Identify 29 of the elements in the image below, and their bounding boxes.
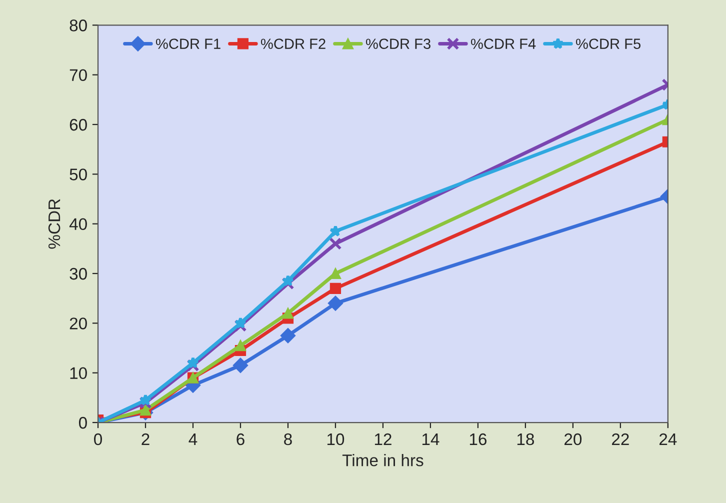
y-tick-label: 50 xyxy=(70,168,87,180)
y-tick-label: 0 xyxy=(78,416,87,429)
y-tick-label: 30 xyxy=(70,268,87,280)
x-tick-label: 10 xyxy=(327,433,344,446)
y-tick-label: 80 xyxy=(70,20,87,32)
x-tick-label: 6 xyxy=(236,433,244,446)
x-tick-label: 2 xyxy=(142,433,150,446)
y-tick-label: 10 xyxy=(70,367,87,380)
x-tick-label: 14 xyxy=(422,434,440,446)
x-tick-label: 20 xyxy=(564,433,582,446)
legend-label: %CDR F1 xyxy=(156,38,220,49)
x-tick-label: 24 xyxy=(659,433,677,446)
x-tick-label: 4 xyxy=(188,434,198,446)
x-tick-label: 0 xyxy=(94,433,102,446)
x-tick-label: 22 xyxy=(612,433,629,446)
legend-label: %CDR F2 xyxy=(260,38,326,49)
x-tick-label: 12 xyxy=(374,433,392,446)
legend-label: %CDR F4 xyxy=(470,38,536,49)
x-tick-label: 16 xyxy=(470,433,486,446)
x-tick-label: 8 xyxy=(284,433,292,446)
y-tick-label: 70 xyxy=(70,69,87,82)
legend-label: %CDR F3 xyxy=(366,38,430,49)
y-tick-label: 60 xyxy=(70,118,87,131)
y-tick-label: 40 xyxy=(69,218,87,230)
x-tick-label: 18 xyxy=(517,433,534,446)
x-axis-title: Time in hrs xyxy=(342,454,424,466)
legend-label: %CDR F5 xyxy=(576,38,640,49)
y-axis-title: %CDR xyxy=(48,199,60,249)
y-tick-label: 20 xyxy=(70,318,87,330)
